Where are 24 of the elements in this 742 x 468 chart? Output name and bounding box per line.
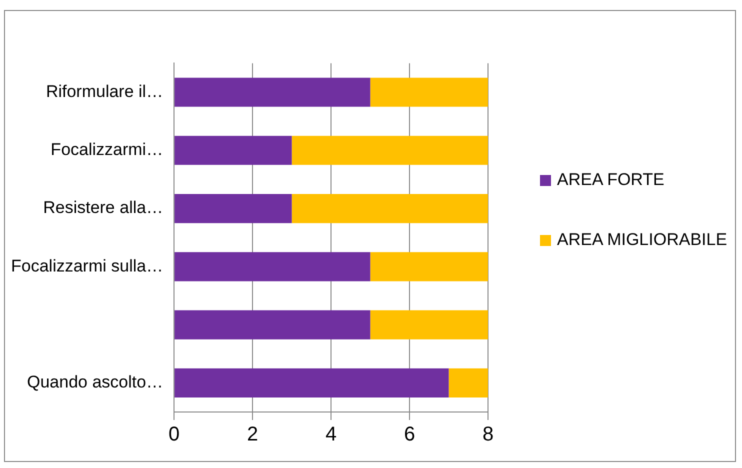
bar xyxy=(174,252,370,282)
bar xyxy=(370,252,488,282)
bar xyxy=(370,310,488,340)
bar xyxy=(174,310,370,340)
bar xyxy=(448,368,488,398)
y-tick-label: Focalizzarmi sulla… xyxy=(10,256,164,276)
bar xyxy=(174,368,449,398)
y-tick-label: Quando ascolto… xyxy=(26,372,164,392)
x-tick-label: 8 xyxy=(482,424,494,446)
x-tick-label: 2 xyxy=(247,424,258,446)
legend-label: AREA FORTE xyxy=(557,170,664,190)
x-tick-label: 0 xyxy=(168,424,180,446)
x-tick-label: 4 xyxy=(325,424,337,446)
y-tick-label: Resistere alla… xyxy=(43,198,164,218)
bar xyxy=(174,194,292,224)
bar xyxy=(174,136,292,165)
y-tick-label: Focalizzarmi… xyxy=(50,140,164,160)
bar xyxy=(174,78,370,107)
bar xyxy=(370,78,488,107)
y-tick-label: Riformulare il… xyxy=(46,82,164,101)
legend-label: AREA MIGLIORABILE xyxy=(557,230,728,250)
x-tick-label: 6 xyxy=(404,424,416,446)
bar xyxy=(292,136,488,165)
bar xyxy=(292,194,488,224)
